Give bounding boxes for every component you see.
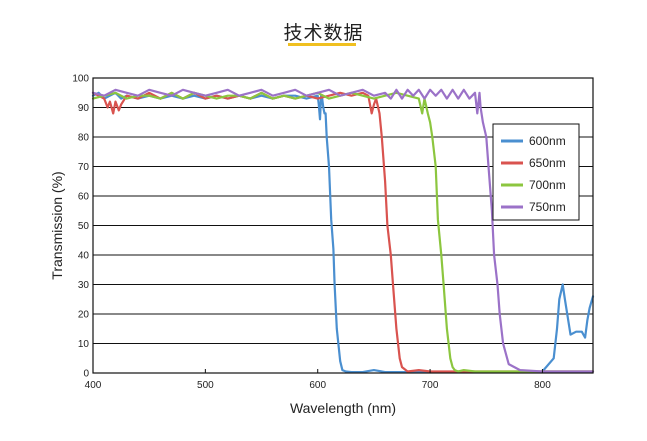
y-tick-label: 40 bbox=[78, 251, 90, 262]
legend-label: 750nm bbox=[529, 200, 566, 214]
chart-series bbox=[91, 88, 595, 374]
y-axis-label: Transmission (%) bbox=[49, 171, 65, 279]
y-tick-label: 20 bbox=[78, 310, 90, 321]
legend-label: 650nm bbox=[529, 156, 566, 170]
axis-ticks: 0 10 20 30 40 50 60 70 80 90 100 400 500 600 700 800 bbox=[72, 74, 551, 392]
y-tick-label: 80 bbox=[78, 133, 90, 144]
section-title: 技术数据 bbox=[283, 22, 364, 44]
x-tick-label: 500 bbox=[197, 380, 214, 391]
y-tick-label: 30 bbox=[78, 280, 90, 291]
legend-label: 600nm bbox=[529, 134, 566, 148]
y-tick-label: 0 bbox=[83, 369, 89, 380]
x-tick-label: 700 bbox=[422, 380, 439, 391]
y-tick-label: 90 bbox=[78, 103, 90, 114]
series-line-700nm bbox=[91, 91, 595, 373]
x-tick-label: 400 bbox=[85, 380, 102, 391]
chart-legend: 600nm 650nm 700nm 750nm bbox=[492, 123, 580, 221]
chart-grid bbox=[93, 77, 593, 374]
series-line-750nm bbox=[91, 88, 595, 373]
legend-label: 700nm bbox=[529, 178, 566, 192]
y-tick-label: 50 bbox=[78, 221, 90, 232]
x-tick-label: 800 bbox=[534, 380, 551, 391]
x-tick-label: 600 bbox=[309, 380, 326, 391]
x-axis-label: Wavelength (nm) bbox=[290, 400, 396, 416]
plot-frame bbox=[92, 77, 594, 374]
y-tick-label: 60 bbox=[78, 192, 90, 203]
section-heading: 技术数据 bbox=[0, 18, 647, 45]
y-tick-label: 100 bbox=[72, 74, 89, 85]
y-tick-label: 70 bbox=[78, 162, 90, 173]
series-line-600nm bbox=[91, 91, 595, 374]
title-underline bbox=[288, 43, 356, 46]
series-line-650nm bbox=[91, 91, 595, 373]
y-tick-label: 10 bbox=[78, 339, 90, 350]
